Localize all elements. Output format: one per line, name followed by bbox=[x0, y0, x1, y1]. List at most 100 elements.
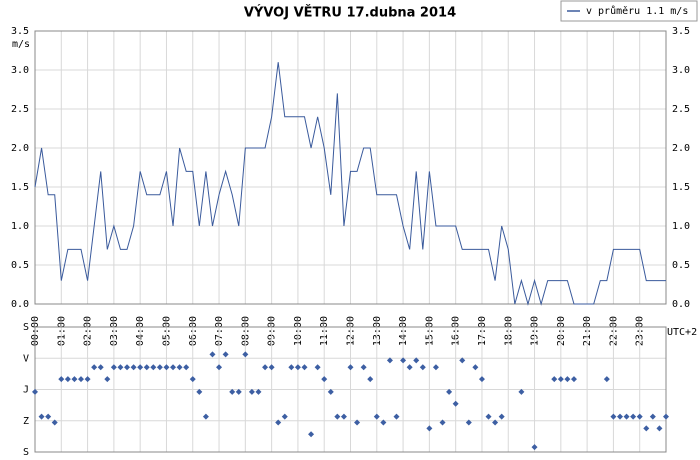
scatter-point bbox=[137, 364, 144, 371]
scatter-point bbox=[564, 376, 571, 383]
scatter-point bbox=[235, 388, 242, 395]
scatter-point bbox=[229, 388, 236, 395]
y-tick-label: V bbox=[23, 353, 29, 364]
x-tick-label: 01:00 bbox=[56, 316, 67, 346]
scatter-point bbox=[570, 376, 577, 383]
x-axis-label: UTC+2 bbox=[667, 327, 697, 338]
scatter-point bbox=[354, 419, 361, 426]
scatter-point bbox=[472, 364, 479, 371]
y-tick-label: S bbox=[23, 322, 29, 333]
y-tick-label-right: 2.5 bbox=[672, 104, 690, 115]
scatter-point bbox=[110, 364, 117, 371]
scatter-point bbox=[459, 357, 466, 364]
scatter-point bbox=[97, 364, 104, 371]
scatter-point bbox=[196, 388, 203, 395]
scatter-point bbox=[183, 364, 190, 371]
scatter-point bbox=[373, 413, 380, 420]
y-tick-label-right: 0.0 bbox=[672, 299, 690, 310]
scatter-point bbox=[465, 419, 472, 426]
scatter-point bbox=[340, 413, 347, 420]
scatter-point bbox=[38, 413, 45, 420]
scatter-point bbox=[663, 413, 669, 420]
scatter-point bbox=[170, 364, 177, 371]
scatter-point bbox=[242, 351, 249, 358]
y-tick-label-right: 1.0 bbox=[672, 221, 690, 232]
y-tick-label-right: 1.5 bbox=[672, 182, 690, 193]
scatter-point bbox=[314, 364, 321, 371]
scatter-point bbox=[150, 364, 157, 371]
scatter-point bbox=[636, 413, 643, 420]
y-tick-label: 0.0 bbox=[11, 299, 29, 310]
scatter-point bbox=[294, 364, 301, 371]
scatter-point bbox=[288, 364, 295, 371]
scatter-point bbox=[301, 364, 308, 371]
scatter-point bbox=[498, 413, 505, 420]
y-tick-label: S bbox=[23, 447, 29, 458]
scatter-point bbox=[51, 419, 58, 426]
scatter-point bbox=[262, 364, 269, 371]
scatter-point bbox=[189, 376, 196, 383]
scatter-point bbox=[156, 364, 163, 371]
scatter-point bbox=[222, 351, 229, 358]
scatter-point bbox=[531, 444, 538, 451]
scatter-point bbox=[380, 419, 387, 426]
scatter-point bbox=[275, 419, 282, 426]
scatter-point bbox=[367, 376, 374, 383]
scatter-point bbox=[649, 413, 656, 420]
scatter-point bbox=[78, 376, 85, 383]
scatter-point bbox=[104, 376, 111, 383]
scatter-point bbox=[255, 388, 262, 395]
scatter-point bbox=[446, 388, 453, 395]
legend-label: v průměru 1.1 m/s bbox=[586, 5, 688, 17]
y-tick-label-right: 3.5 bbox=[672, 26, 690, 37]
scatter-point bbox=[321, 376, 328, 383]
y-tick-label: 1.5 bbox=[11, 182, 29, 193]
scatter-point bbox=[45, 413, 52, 420]
y-tick-label-right: 0.5 bbox=[672, 260, 690, 271]
scatter-point bbox=[58, 376, 65, 383]
scatter-point bbox=[308, 431, 315, 438]
y-tick-label: 2.0 bbox=[11, 143, 29, 154]
y-tick-label: J bbox=[23, 385, 29, 396]
scatter-point bbox=[84, 376, 91, 383]
plot-frame bbox=[34, 30, 667, 305]
y-tick-label: 3.5 bbox=[11, 26, 29, 37]
scatter-point bbox=[419, 364, 426, 371]
scatter-point bbox=[216, 364, 223, 371]
legend-box bbox=[560, 0, 698, 22]
y-tick-label: Z bbox=[23, 416, 29, 427]
scatter-point bbox=[485, 413, 492, 420]
scatter-point bbox=[91, 364, 98, 371]
scatter-point bbox=[406, 364, 413, 371]
scatter-point bbox=[360, 364, 367, 371]
scatter-point bbox=[281, 413, 288, 420]
scatter-point bbox=[202, 413, 209, 420]
scatter-point bbox=[209, 351, 216, 358]
scatter-point bbox=[248, 388, 255, 395]
scatter-point bbox=[603, 376, 610, 383]
scatter-point bbox=[616, 413, 623, 420]
chart-title: VÝVOJ VĚTRU 17.dubna 2014 bbox=[244, 5, 456, 21]
scatter-point bbox=[268, 364, 275, 371]
y-tick-label-right: 3.0 bbox=[672, 65, 690, 76]
scatter-point bbox=[176, 364, 183, 371]
scatter-point bbox=[643, 425, 650, 432]
scatter-point bbox=[386, 357, 393, 364]
scatter-point bbox=[518, 388, 525, 395]
scatter-point bbox=[452, 400, 459, 407]
scatter-point bbox=[478, 376, 485, 383]
scatter-point bbox=[64, 376, 71, 383]
scatter-point bbox=[439, 419, 446, 426]
legend: v průměru 1.1 m/s bbox=[560, 0, 698, 22]
scatter-point bbox=[32, 388, 38, 395]
y-tick-label: 3.0 bbox=[11, 65, 29, 76]
line-series bbox=[34, 62, 666, 306]
scatter-point bbox=[551, 376, 558, 383]
scatter-point bbox=[426, 425, 433, 432]
scatter-point bbox=[630, 413, 637, 420]
scatter-point bbox=[143, 364, 150, 371]
scatter-point bbox=[334, 413, 341, 420]
scatter-point bbox=[71, 376, 78, 383]
scatter-point bbox=[130, 364, 137, 371]
scatter-point bbox=[163, 364, 170, 371]
